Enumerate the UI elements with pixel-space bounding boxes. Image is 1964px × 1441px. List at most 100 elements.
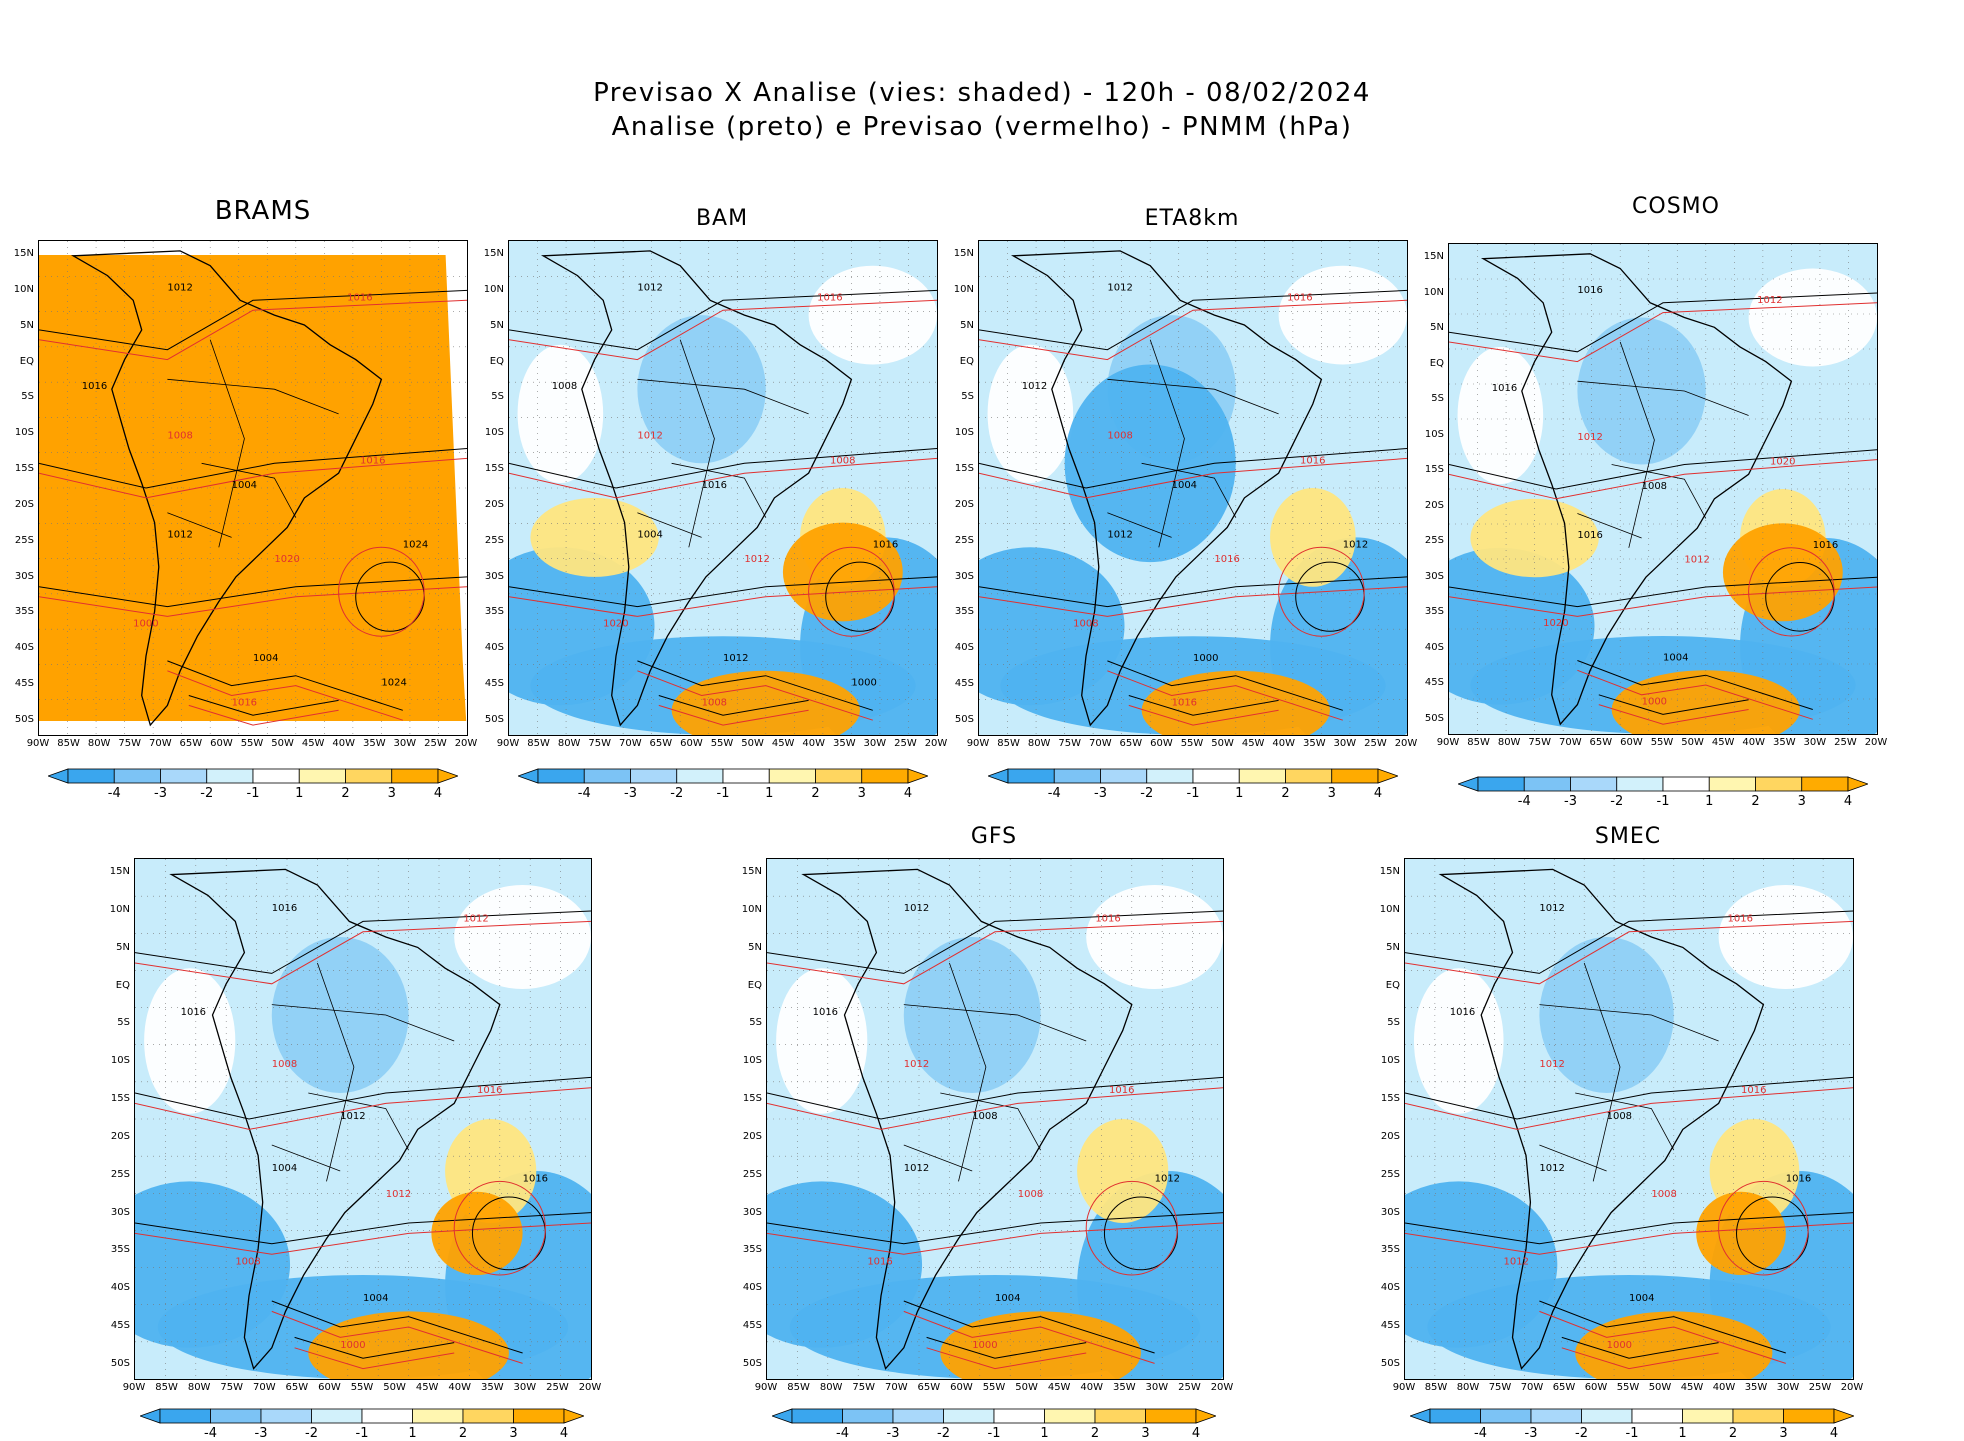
x-tick-label: 85W [1467, 737, 1490, 748]
y-tick-label: 30S [110, 1206, 130, 1218]
map-svg-eta8km: 1012 1016 1012 1008 1004 1016 1012 1016 1012 1008… [979, 241, 1407, 735]
map-frame-cosmo: 1016 1012 1016 1012 1008 1020 1016 1012 1016 1020… [1448, 243, 1878, 735]
x-tick-label: 55W [982, 1382, 1006, 1393]
isobar-forecast-2 [1405, 1222, 1853, 1255]
y-tick-label: 30S [1380, 1206, 1400, 1218]
y-tick-label: 40S [742, 1282, 762, 1294]
colorbar-segment [1755, 776, 1803, 792]
isobar-forecast-3 [271, 1310, 523, 1364]
x-tick-label: 85W [155, 1382, 178, 1393]
colorbar-label: 1 [1705, 794, 1714, 809]
isobar-forecast-0 [1405, 920, 1853, 985]
isobar-label: 1020 [274, 554, 299, 565]
x-tick-label: 65W [285, 1382, 309, 1393]
isobar-label: 1016 [1300, 455, 1325, 466]
y-tick-label: 15N [109, 866, 130, 877]
colorbar-gfs [770, 1408, 1218, 1428]
isobar-analysis-2 [1405, 1212, 1853, 1245]
x-tick-label: 45W [1711, 737, 1735, 748]
country-border [637, 378, 809, 415]
colorbar-segment [1523, 776, 1571, 792]
isobar-forecast-2 [979, 586, 1407, 617]
colorbar-label: 4 [1843, 794, 1853, 809]
colorbar-arrow-left [1456, 776, 1479, 792]
x-tick-label: 60W [210, 738, 233, 749]
y-tick-label: 20S [484, 498, 504, 510]
isobar-label: 1012 [167, 529, 192, 540]
x-tick-label: 80W [819, 1382, 843, 1393]
x-tick-label: 35W [1112, 1382, 1136, 1393]
y-tick-label: EQ [1385, 979, 1400, 991]
isobar-label: 1012 [637, 282, 662, 293]
colorbar-arrow-left [770, 1408, 793, 1424]
isobar-analysis-0 [39, 289, 467, 351]
colorbar-label: 3 [387, 786, 396, 801]
bias-area-7 [1718, 885, 1853, 989]
isobar-analysis-1 [39, 448, 467, 489]
bias-shading [39, 255, 467, 721]
x-tick-label: 45W [1047, 1382, 1071, 1393]
country-border [903, 1004, 1087, 1042]
y-tick-label: 10N [741, 903, 762, 915]
y-tick-label: 35S [742, 1244, 762, 1256]
isobar-label: 1004 [1663, 653, 1688, 664]
x-tick-label: 45W [771, 738, 795, 749]
x-tick-label: 30W [1145, 1382, 1169, 1393]
y-tick-label: 5N [490, 319, 504, 331]
isobar-analysis-3 [903, 1300, 1155, 1354]
x-tick-label: 50W [1015, 1382, 1038, 1393]
bias-area-4 [1141, 670, 1330, 735]
x-tick-label: 30W [1776, 1382, 1800, 1393]
x-tick-label: 20W [1210, 1382, 1234, 1393]
isobar-label: 1012 [167, 282, 192, 293]
isobar-forecast-0 [509, 299, 937, 361]
colorbar-segment [1053, 768, 1101, 784]
y-tick-label: 40S [1424, 641, 1444, 653]
y-tick-label: 50S [14, 714, 34, 725]
x-tick-label: 75W [852, 1382, 876, 1393]
isobar-forecast-3 [637, 670, 873, 721]
x-tick-label: 60W [1620, 737, 1643, 748]
isobar-label: 1008 [702, 697, 727, 708]
y-tick-label: 15N [1379, 866, 1400, 877]
isobar-label: 1008 [830, 455, 855, 466]
map-svg-brams: 1012 1016 1016 1008 1004 1016 1012 1020 1024 1000… [39, 241, 467, 735]
y-tick-label: 5N [960, 319, 974, 331]
isobar-low-forecast [453, 1180, 546, 1276]
colorbar-segment [943, 1408, 995, 1424]
y-tick-label: 25S [14, 534, 34, 546]
bias-area-7 [808, 265, 937, 365]
x-tick-label: 25W [424, 738, 447, 749]
continent-outline [540, 250, 853, 727]
isobar-forecast-3 [1577, 669, 1813, 720]
x-tick-label: 90W [1436, 737, 1460, 748]
isobar-forecast-2 [509, 586, 937, 617]
colorbar-segment [1631, 1408, 1683, 1424]
colorbar-arrow-left [986, 768, 1009, 784]
colorbar-label: 1 [1040, 1426, 1049, 1441]
colorbar-label: 2 [341, 786, 350, 801]
y-tick-label: 15S [954, 463, 974, 475]
x-tick-label: 70W [884, 1382, 908, 1393]
colorbar-segment [1285, 768, 1333, 784]
isobar-label: 1012 [1539, 1059, 1564, 1070]
bias-area-6 [987, 344, 1074, 484]
y-tick-label: EQ [747, 979, 762, 991]
y-tick-label: 5S [749, 1017, 762, 1029]
isobar-label: 1008 [272, 1059, 297, 1070]
main-title-line1: Previsao X Analise (vies: shaded) - 120h… [593, 78, 1371, 108]
isobar-low-forecast [1718, 1180, 1809, 1276]
colorbar-svg [138, 1408, 586, 1424]
y-tick-label: 5N [1386, 941, 1400, 953]
isobar-label: 1008 [235, 1257, 260, 1268]
x-tick-label: 40W [1272, 738, 1296, 749]
colorbar-segment [361, 1408, 413, 1424]
x-tick-label: 45W [301, 738, 325, 749]
colorbar-arrow-right [1833, 1408, 1856, 1424]
isobar-label: 1012 [1155, 1173, 1180, 1184]
main-title-line2: Analise (preto) e Previsao (vermelho) - … [611, 112, 1353, 142]
isobar-forecast-1 [767, 1087, 1223, 1130]
y-tick-label: EQ [115, 979, 130, 991]
colorbar-svg [986, 768, 1400, 784]
colorbar-label: -2 [305, 1426, 318, 1441]
